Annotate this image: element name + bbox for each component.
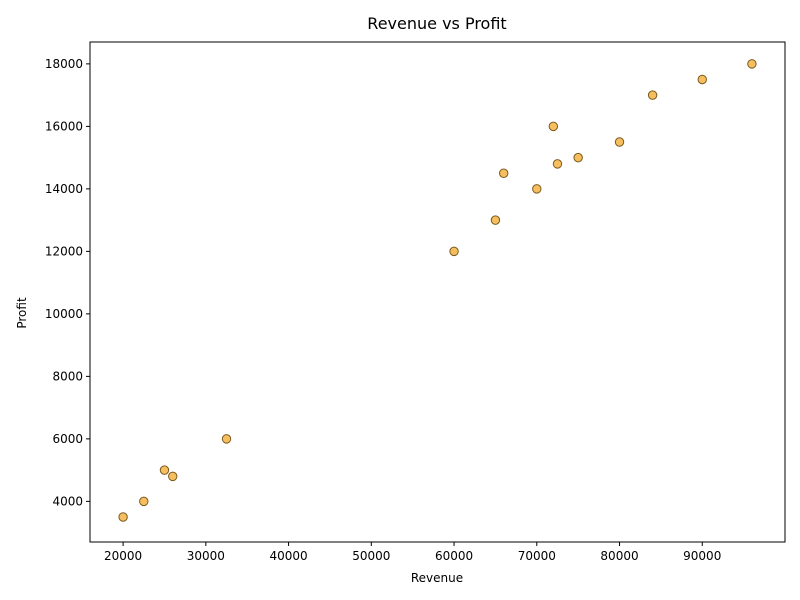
data-point	[168, 471, 178, 482]
data-point	[552, 159, 563, 169]
x-tick-label: 80000	[600, 549, 638, 563]
data-point	[490, 215, 501, 225]
data-point	[139, 496, 149, 507]
x-tick-label: 20000	[104, 549, 142, 563]
data-point	[697, 74, 707, 85]
plot-area: 20000 30000 40000 50000 60000 70000 80000 90000…	[45, 41, 786, 563]
y-tick-label: 4000	[52, 494, 83, 508]
data-point	[532, 184, 542, 194]
y-axis-label: Profit	[15, 297, 29, 329]
data-point	[747, 59, 757, 69]
data-point	[548, 121, 559, 132]
x-tick-label: 30000	[187, 549, 225, 563]
data-point	[118, 512, 128, 522]
x-axis-label: Revenue	[411, 571, 463, 585]
y-tick-label: 16000	[45, 119, 83, 133]
x-tick-label: 90000	[683, 549, 721, 563]
x-tick-label: 60000	[435, 549, 473, 563]
data-point	[614, 137, 625, 147]
x-tick-label: 70000	[518, 549, 556, 563]
x-tick-label: 50000	[352, 549, 390, 563]
plot-frame	[89, 41, 786, 543]
y-tick-label: 10000	[45, 307, 83, 321]
y-tick-label: 8000	[52, 369, 83, 383]
data-point	[221, 434, 232, 444]
data-point	[159, 465, 170, 475]
y-tick-label: 12000	[45, 244, 83, 258]
data-point	[498, 168, 509, 178]
data-point	[647, 90, 658, 100]
x-tick-label: 40000	[269, 549, 307, 563]
data-point	[449, 246, 459, 257]
y-tick-label: 14000	[45, 182, 83, 196]
data-point	[573, 152, 583, 163]
chart-title: Revenue vs Profit	[367, 14, 506, 33]
y-tick-label: 18000	[45, 57, 83, 71]
y-tick-label: 6000	[52, 432, 83, 446]
